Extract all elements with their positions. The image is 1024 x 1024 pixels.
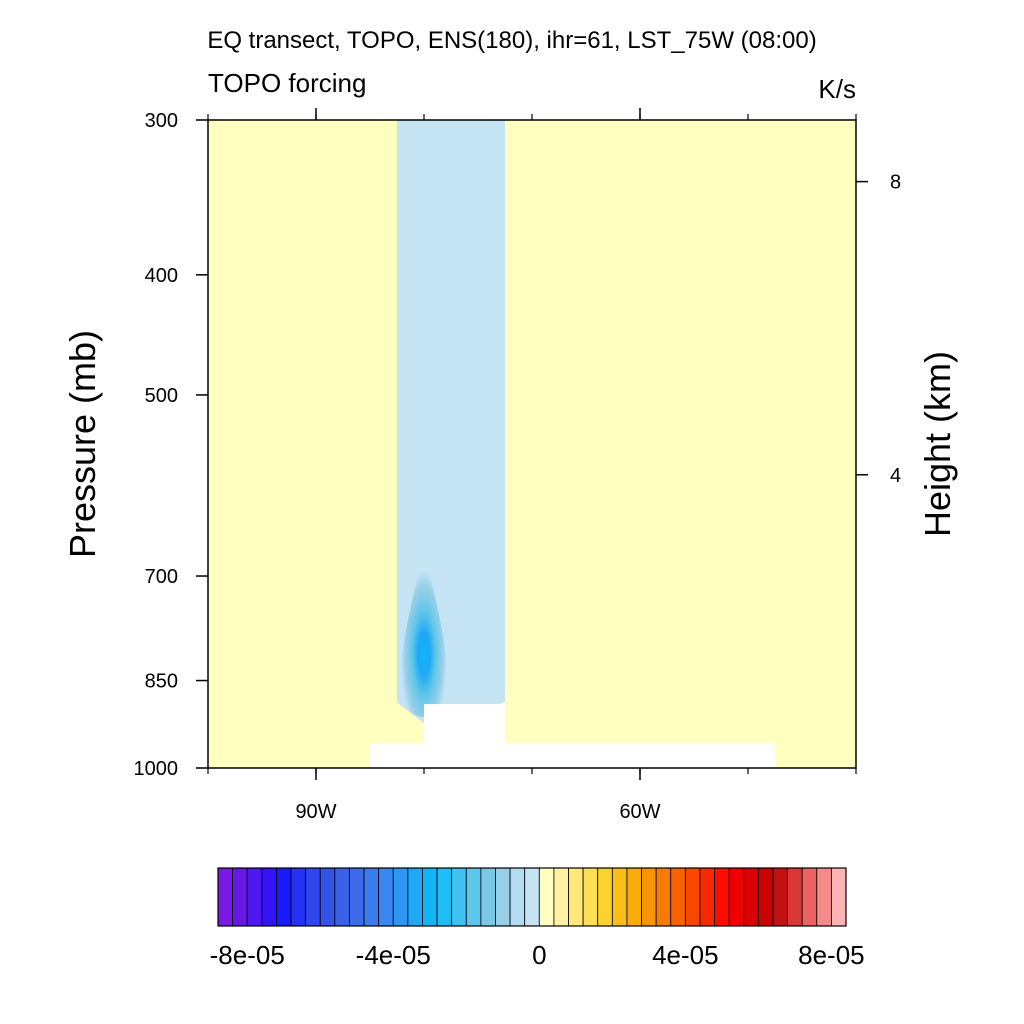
colorbar-box bbox=[349, 867, 365, 927]
colorbar-label: -8e-05 bbox=[210, 940, 285, 970]
colorbar-box bbox=[830, 867, 847, 927]
colorbar-box bbox=[699, 867, 715, 927]
colorbar-box bbox=[772, 867, 788, 927]
colorbar bbox=[217, 867, 847, 927]
colorbar-box bbox=[217, 867, 234, 927]
colorbar-box bbox=[319, 867, 336, 927]
colorbar-box bbox=[480, 867, 496, 927]
colorbar-box bbox=[714, 867, 730, 927]
colorbar-box bbox=[232, 867, 248, 927]
background-field bbox=[208, 120, 856, 768]
y-tick-label: 700 bbox=[145, 566, 178, 588]
colorbar-box bbox=[626, 867, 642, 927]
colorbar-box bbox=[582, 867, 599, 927]
x-tick-label: 60W bbox=[619, 801, 660, 823]
colorbar-box bbox=[509, 867, 526, 927]
units-string: K/s bbox=[818, 74, 856, 104]
y-tick-label: 500 bbox=[145, 385, 178, 407]
colorbar-box bbox=[524, 867, 540, 927]
x-tick-label: 90W bbox=[295, 801, 336, 823]
y-right-tick-label: 4 bbox=[890, 465, 901, 487]
plot-area bbox=[208, 120, 856, 768]
y-axis-label: Pressure (mb) bbox=[62, 330, 103, 558]
colorbar-box bbox=[801, 867, 818, 927]
left-string: TOPO forcing bbox=[208, 68, 366, 98]
topography-mask bbox=[370, 704, 775, 768]
y-tick-label: 850 bbox=[145, 671, 178, 693]
colorbar-box bbox=[363, 867, 380, 927]
y-tick-label: 1000 bbox=[134, 758, 179, 780]
colorbar-labels: -8e-05 -4e-05 0 4e-05 8e-05 bbox=[210, 940, 865, 970]
colorbar-box bbox=[553, 867, 569, 927]
colorbar-box bbox=[276, 867, 292, 927]
y-axis-right: 84 bbox=[856, 172, 901, 487]
y-axis-right-label: Height (km) bbox=[917, 351, 958, 537]
colorbar-box bbox=[611, 867, 628, 927]
colorbar-box bbox=[246, 867, 263, 927]
colorbar-box bbox=[787, 867, 803, 927]
y-tick-label: 300 bbox=[145, 110, 178, 132]
colorbar-label: 0 bbox=[532, 940, 546, 970]
colorbar-box bbox=[568, 867, 584, 927]
colorbar-box bbox=[743, 867, 759, 927]
colorbar-box bbox=[436, 867, 453, 927]
colorbar-box bbox=[670, 867, 686, 927]
x-axis: 90W 60W bbox=[207, 108, 857, 823]
colorbar-box bbox=[422, 867, 438, 927]
colorbar-box bbox=[684, 867, 701, 927]
colorbar-box bbox=[538, 867, 555, 927]
colorbar-box bbox=[597, 867, 613, 927]
colorbar-box bbox=[465, 867, 482, 927]
colorbar-box bbox=[757, 867, 774, 927]
colorbar-box bbox=[728, 867, 745, 927]
colorbar-box bbox=[392, 867, 409, 927]
colorbar-box bbox=[378, 867, 394, 927]
colorbar-box bbox=[261, 867, 277, 927]
colorbar-label: -4e-05 bbox=[356, 940, 431, 970]
colorbar-label: 4e-05 bbox=[652, 940, 719, 970]
topography-mask-rect bbox=[424, 704, 505, 768]
colorbar-box bbox=[816, 867, 832, 927]
colorbar-box bbox=[655, 867, 672, 927]
colorbar-box bbox=[305, 867, 321, 927]
colorbar-box bbox=[334, 867, 350, 927]
colorbar-box bbox=[495, 867, 511, 927]
colorbar-box bbox=[451, 867, 467, 927]
y-tick-label: 400 bbox=[145, 265, 178, 287]
colorbar-frame bbox=[217, 867, 847, 927]
minimum-core bbox=[400, 550, 448, 718]
colorbar-box bbox=[407, 867, 423, 927]
colorbar-box bbox=[290, 867, 307, 927]
y-axis: 300 400 500 700 850 1000 bbox=[134, 110, 208, 780]
colorbar-label: 8e-05 bbox=[798, 940, 865, 970]
colorbar-box bbox=[641, 867, 657, 927]
chart-title: EQ transect, TOPO, ENS(180), ihr=61, LST… bbox=[207, 27, 816, 54]
y-right-tick-label: 8 bbox=[890, 172, 901, 194]
